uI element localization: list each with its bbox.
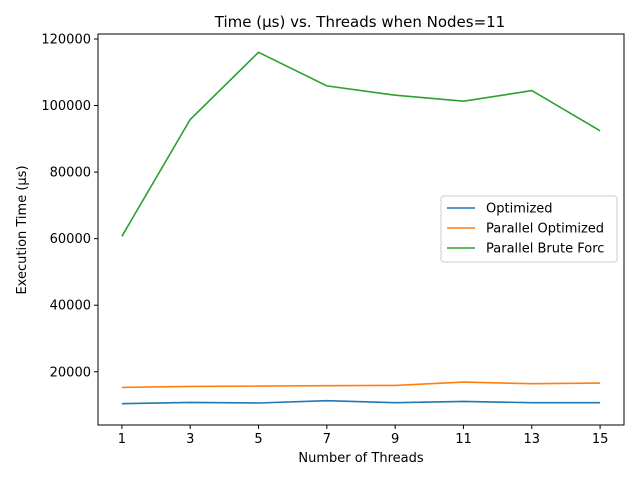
- y-tick-label: 80000: [50, 166, 91, 181]
- x-tick-label: 15: [592, 432, 609, 447]
- x-tick-label: 11: [455, 432, 472, 447]
- series-line-0: [121, 399, 601, 405]
- x-axis-ticks: 1 3 5 7 9 11 13 15: [118, 425, 609, 447]
- y-tick-label: 20000: [50, 365, 91, 380]
- y-tick-label: 120000: [41, 32, 91, 47]
- y-tick-label: 40000: [50, 299, 91, 314]
- y-axis-ticks: 20000 40000 60000 80000 100000 120000: [41, 32, 98, 380]
- plot-lines: [121, 51, 601, 405]
- legend-label-2: Parallel Brute Forc: [486, 242, 604, 257]
- series-line-2: [121, 51, 601, 237]
- y-axis-label: Execution Time (µs): [15, 165, 30, 294]
- legend-label-1: Parallel Optimized: [486, 222, 604, 237]
- series-line-1: [121, 381, 601, 389]
- x-tick-label: 7: [323, 432, 331, 447]
- chart-title: Time (µs) vs. Threads when Nodes=11: [214, 13, 505, 31]
- legend-label-0: Optimized: [486, 202, 553, 217]
- y-tick-label: 100000: [41, 99, 91, 114]
- x-tick-label: 3: [186, 432, 194, 447]
- x-tick-label: 1: [118, 432, 126, 447]
- x-tick-label: 9: [391, 432, 399, 447]
- x-axis-label: Number of Threads: [298, 451, 423, 466]
- plot-frame: [97, 33, 625, 426]
- legend-box: [440, 195, 618, 263]
- y-tick-label: 60000: [50, 232, 91, 247]
- x-tick-label: 13: [524, 432, 541, 447]
- x-tick-label: 5: [254, 432, 262, 447]
- legend: Optimized Parallel Optimized Parallel Brut…: [440, 195, 618, 263]
